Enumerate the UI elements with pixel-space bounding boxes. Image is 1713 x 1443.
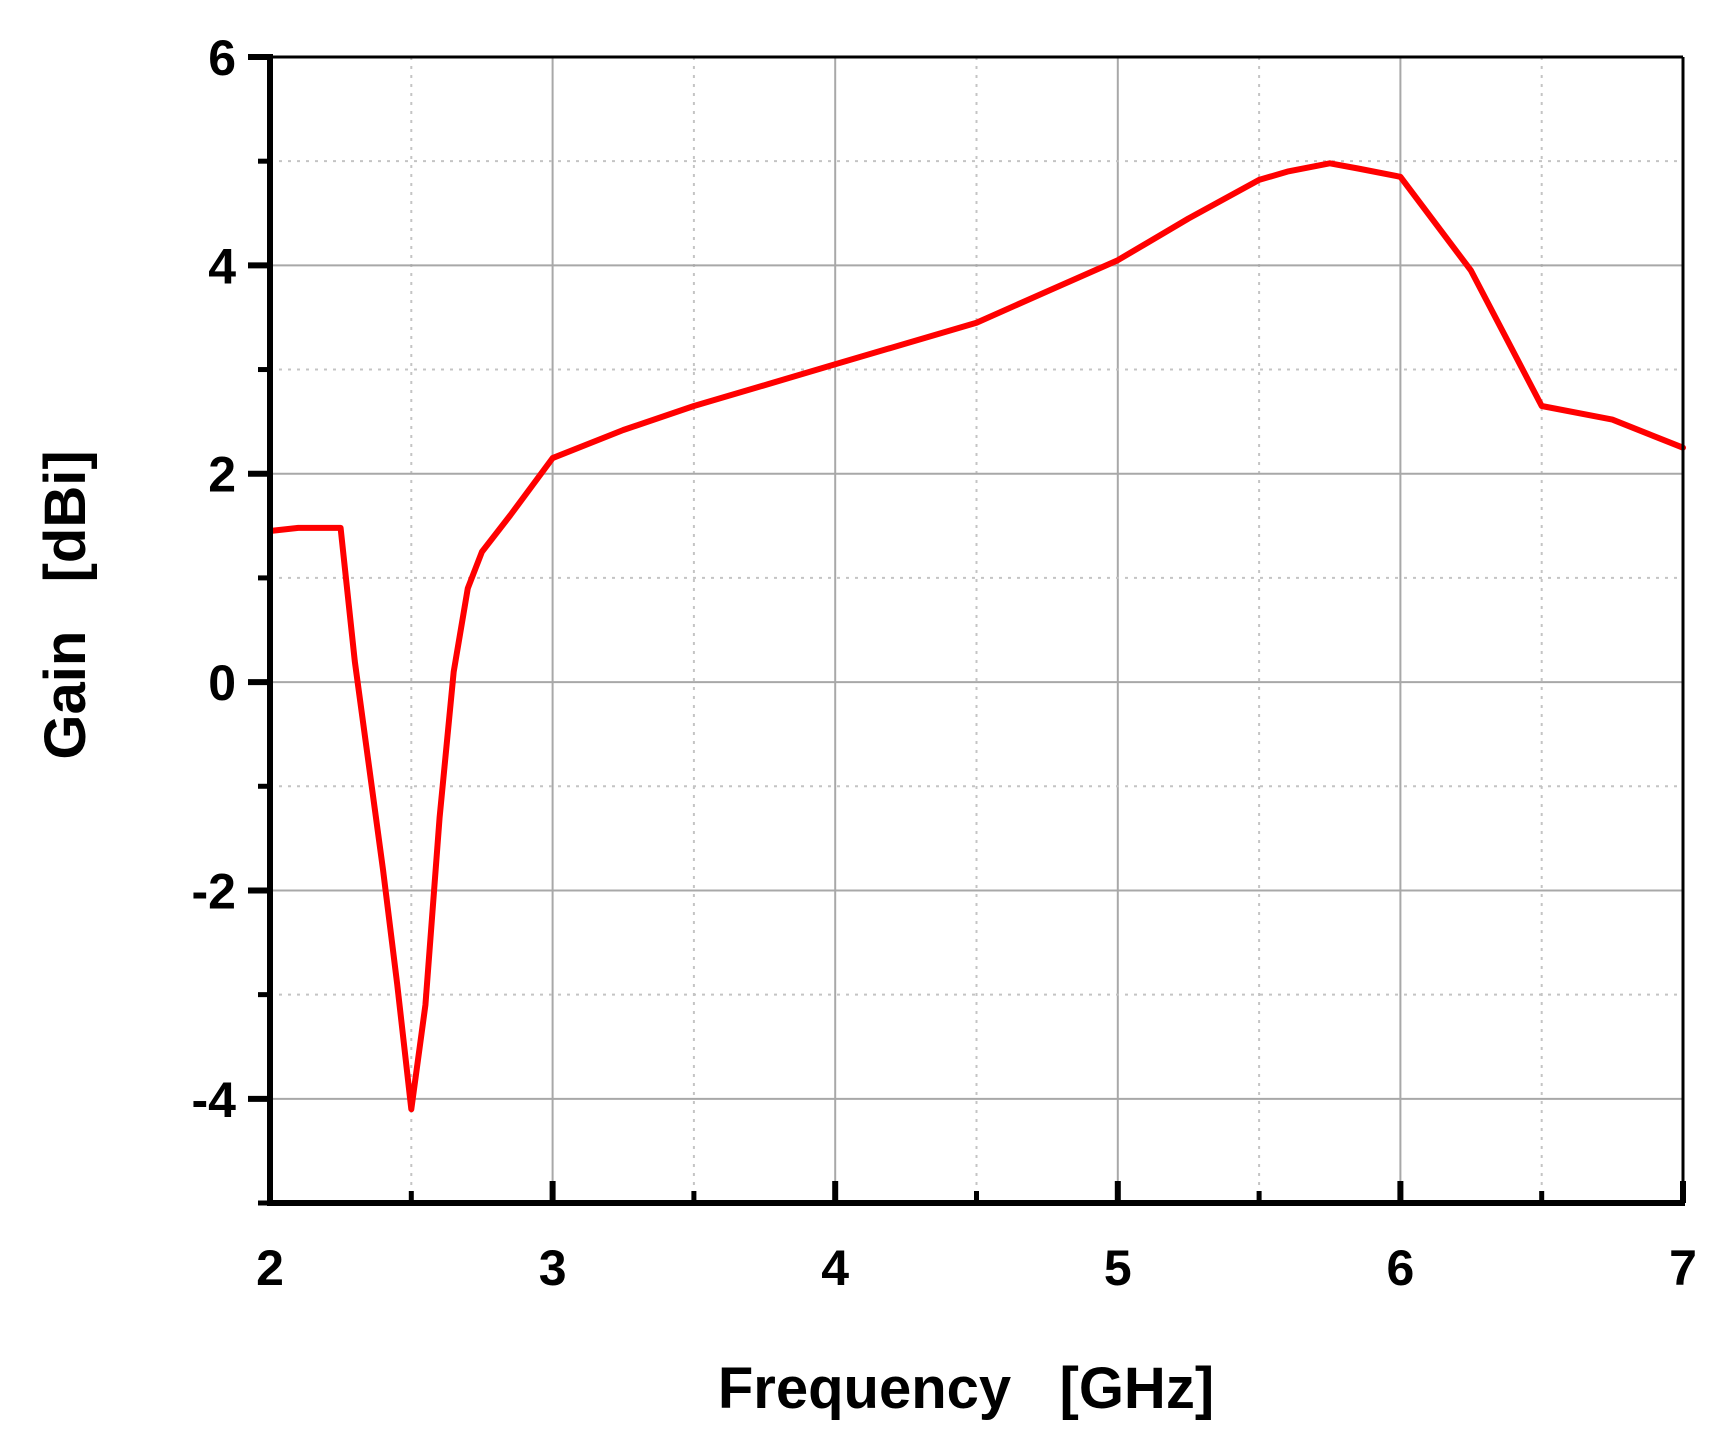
x-tick-label: 2	[256, 1240, 284, 1296]
x-tick-label: 7	[1669, 1240, 1697, 1296]
series-line-1	[267, 160, 1686, 1113]
y-tick-label: 2	[208, 447, 236, 503]
y-tick-label: -2	[192, 863, 236, 919]
y-axis-title: Gain [dBi]	[33, 450, 98, 759]
x-tick-label: 4	[821, 1240, 849, 1296]
x-tick-label: 6	[1386, 1240, 1414, 1296]
grid	[269, 56, 1684, 1204]
plot-frame	[267, 54, 1685, 1206]
y-tick-label: 6	[208, 30, 236, 86]
y-tick-label: 4	[208, 238, 236, 294]
tick-labels: 2 3 4 5 6 7 -4 -2 0 2 4 6	[192, 30, 1697, 1296]
series-layer	[267, 160, 1686, 1113]
x-axis-title: Frequency [GHz]	[718, 1356, 1214, 1421]
ticks	[248, 54, 1686, 1206]
y-tick-label: -4	[192, 1072, 237, 1128]
y-tick-label: 0	[208, 655, 236, 711]
x-tick-label: 5	[1104, 1240, 1132, 1296]
x-tick-label: 3	[539, 1240, 567, 1296]
